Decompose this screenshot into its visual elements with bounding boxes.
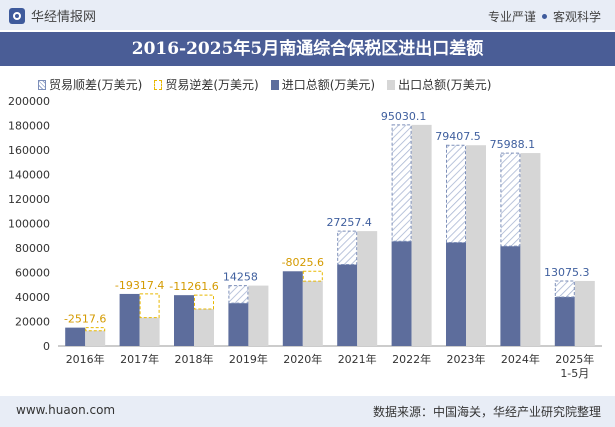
deficit-label: -8025.6: [282, 256, 324, 269]
export-bar: [357, 231, 378, 346]
legend-item-import[interactable]: 进口总额(万美元): [270, 76, 376, 93]
export-bar: [194, 309, 214, 346]
legend-item-deficit[interactable]: 贸易逆差(万美元): [154, 76, 259, 93]
x-tick-label: 2018年: [175, 352, 214, 366]
deficit-bar: [85, 327, 106, 332]
surplus-bar: [446, 144, 466, 243]
y-tick-label: 0: [43, 340, 50, 353]
surplus-bar: [500, 152, 521, 247]
x-tick-label: 2017年: [120, 352, 159, 366]
import-bar: [282, 271, 303, 346]
x-tick-label: 2024年: [501, 352, 540, 366]
y-tick-label: 180000: [8, 120, 50, 133]
y-tick-label: 160000: [8, 144, 50, 157]
surplus-bar: [391, 124, 412, 242]
deficit-bar: [302, 270, 323, 282]
surplus-bar: [554, 280, 575, 298]
brand-name: 华经情报网: [31, 10, 97, 25]
export-bar: [139, 317, 160, 346]
export-bar: [302, 281, 323, 346]
import-bar: [119, 293, 140, 346]
y-tick-label: 80000: [15, 242, 50, 255]
x-tick-label: 2021年: [338, 352, 377, 366]
legend-swatch-surplus: [38, 79, 46, 90]
x-tick-label: 2022年: [392, 352, 431, 366]
footer: www.huaon.com 数据来源：中国海关，华经产业研究院整理: [0, 396, 615, 427]
import-bar: [500, 246, 521, 346]
import-bar: [446, 242, 466, 346]
x-tick-label: 2023年: [447, 352, 486, 366]
import-bar: [65, 327, 86, 346]
separator-dot-icon: [541, 14, 547, 19]
legend-label-export: 出口总额(万美元): [398, 78, 492, 92]
import-bar: [391, 241, 412, 346]
legend-label-deficit: 贸易逆差(万美元): [165, 78, 259, 92]
import-bar: [174, 295, 194, 346]
x-tick-label: 2020年: [283, 352, 322, 366]
legend-swatch-import: [270, 79, 279, 90]
y-tick-label: 20000: [15, 316, 50, 329]
brand-logo-icon: [9, 7, 25, 24]
chart-legend: 贸易顺差(万美元) 贸易逆差(万美元) 进口总额(万美元) 出口总额(万美元): [38, 76, 492, 93]
legend-swatch-deficit: [154, 79, 163, 90]
tagline-right: 客观科学: [552, 10, 601, 24]
tagline: 专业严谨 客观科学: [488, 8, 601, 25]
x-tick-label: 2025年: [555, 352, 594, 366]
surplus-bar: [228, 285, 249, 304]
deficit-bar: [139, 293, 160, 319]
legend-item-surplus[interactable]: 贸易顺差(万美元): [38, 76, 142, 93]
y-tick-label: 140000: [8, 169, 50, 182]
surplus-label: 79407.5: [435, 130, 481, 143]
surplus-label: 75988.1: [490, 138, 536, 151]
y-tick-label: 120000: [8, 193, 50, 206]
export-bar: [466, 145, 486, 346]
surplus-label: 27257.4: [326, 216, 372, 229]
deficit-label: -11261.6: [169, 280, 218, 293]
chart-title: 2016-2025年5月南通综合保税区进出口差额: [131, 39, 484, 59]
deficit-label: -2517.6: [64, 313, 106, 326]
top-bar: 华经情报网 专业严谨 客观科学: [0, 0, 615, 30]
export-bar: [248, 285, 269, 346]
x-tick-label: 2019年: [229, 352, 268, 366]
deficit-label: -19317.4: [115, 279, 164, 292]
x-tick-label: 2016年: [66, 352, 105, 366]
tagline-left: 专业严谨: [487, 10, 536, 24]
legend-label-surplus: 贸易顺差(万美元): [49, 78, 143, 92]
surplus-bar: [337, 230, 358, 266]
footer-source: 数据来源：中国海关，华经产业研究院整理: [372, 405, 601, 419]
export-bar: [520, 153, 541, 346]
footer-website[interactable]: www.huaon.com: [16, 403, 116, 417]
surplus-label: 13075.3: [544, 266, 590, 279]
export-bar: [411, 124, 432, 346]
title-band: 2016-2025年5月南通综合保税区进出口差额: [0, 32, 615, 66]
brand-logo[interactable]: 华经情报网: [9, 6, 96, 25]
export-bar: [85, 330, 106, 346]
legend-item-export[interactable]: 出口总额(万美元): [387, 76, 492, 93]
y-tick-label: 100000: [8, 218, 50, 231]
surplus-label: 14258: [223, 271, 258, 284]
surplus-label: 95030.1: [381, 110, 427, 123]
deficit-bar: [194, 294, 214, 310]
import-bar: [228, 303, 249, 346]
y-tick-label: 60000: [15, 267, 50, 280]
y-tick-label: 40000: [15, 291, 50, 304]
x-tick-label: 1-5月: [560, 367, 589, 380]
y-tick-label: 200000: [8, 95, 50, 108]
legend-label-import: 进口总额(万美元): [281, 78, 376, 92]
legend-swatch-export: [387, 79, 396, 90]
import-bar: [337, 264, 358, 346]
import-bar: [554, 297, 575, 346]
export-bar: [574, 280, 595, 346]
